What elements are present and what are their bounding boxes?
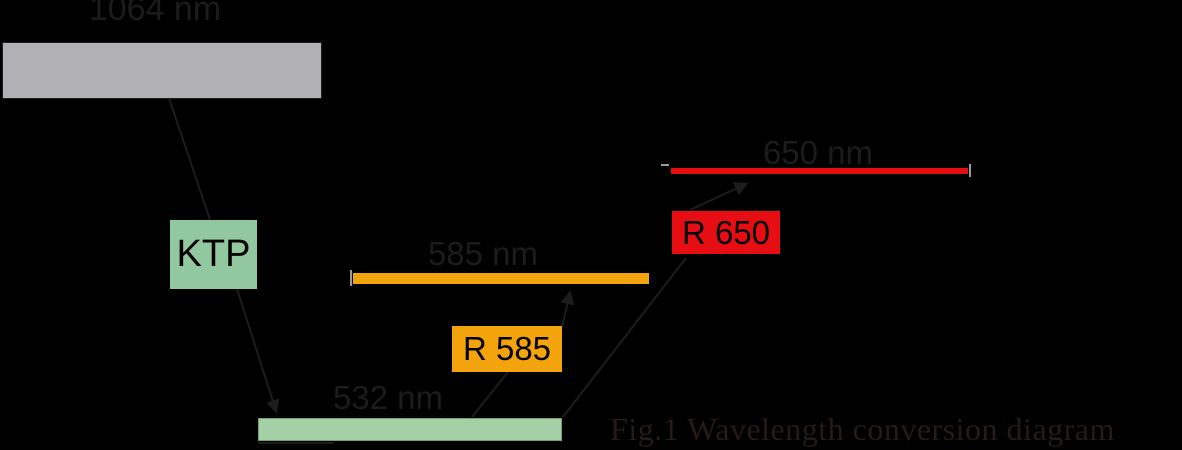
label-1064nm: 1064 nm	[88, 0, 222, 28]
r585-box: R 585	[452, 326, 562, 372]
r650-box-label: R 650	[681, 213, 771, 251]
r585-box-label: R 585	[462, 330, 552, 367]
ktp-box-label: KTP	[176, 233, 251, 275]
figure-caption: Fig.1 Wavelength conversion diagram	[610, 411, 1115, 447]
label-650nm: 650 nm	[762, 134, 874, 171]
label-585nm: 585 nm	[427, 235, 539, 272]
bar-end-tick	[661, 164, 669, 166]
arrow-r650-to-650	[689, 182, 749, 211]
line-1064-to-ktp	[168, 97, 211, 221]
bar-end-tick	[350, 270, 352, 286]
ktp-box: KTP	[170, 220, 257, 289]
level-bar-650nm	[671, 168, 968, 174]
arrow-ktp-to-532	[236, 288, 280, 414]
level-bar-585nm	[353, 273, 649, 284]
level-bar-1064nm	[2, 42, 322, 99]
bar-end-tick	[969, 164, 971, 177]
level-bar-532nm	[258, 418, 562, 441]
arrow-r585-to-585	[560, 290, 575, 328]
label-532nm: 532 nm	[332, 379, 444, 416]
bar-underline	[258, 442, 334, 444]
r650-box: R 650	[672, 211, 780, 254]
